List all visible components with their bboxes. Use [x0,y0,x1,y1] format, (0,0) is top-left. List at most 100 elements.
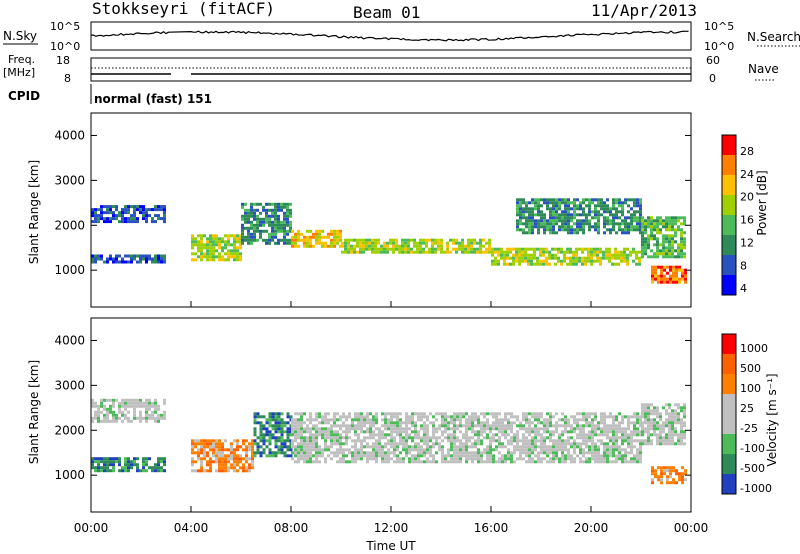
range-gate-cell [531,448,534,451]
range-gate-cell [603,216,606,219]
range-gate-cell [662,421,665,424]
range-gate-cell [462,424,465,427]
range-gate-cell [582,460,585,463]
range-gate-cell [639,460,642,463]
range-gate-cell [630,445,633,448]
range-gate-cell [372,442,375,445]
range-gate-cell [677,436,680,439]
range-gate-cell [671,427,674,430]
range-gate-cell [656,409,659,412]
range-gate-cell [582,210,585,213]
range-gate-cell [336,239,339,242]
range-gate-cell [103,399,106,402]
range-gate-cell [534,439,537,442]
range-gate-cell [291,236,294,239]
range-gate-cell [336,439,339,442]
range-gate-cell [516,418,519,421]
range-gate-cell [278,439,281,442]
range-gate-cell [405,451,408,454]
range-gate-cell [485,242,488,245]
range-gate-cell [615,213,618,216]
range-gate-cell [250,212,253,215]
range-gate-cell [432,424,435,427]
range-gate-cell [624,460,627,463]
range-gate-cell [233,451,236,454]
range-gate-cell [612,430,615,433]
range-gate-cell [603,424,606,427]
range-gate-cell [330,427,333,430]
range-gate-cell [617,257,620,260]
range-gate-cell [507,454,510,457]
range-gate-cell [215,240,218,243]
range-gate-cell [206,451,209,454]
range-gate-cell [470,242,473,245]
range-gate-cell [579,442,582,445]
range-gate-cell [357,457,360,460]
range-gate-cell [564,442,567,445]
range-gate-cell [618,412,621,415]
range-gate-cell [260,421,263,424]
range-gate-cell [447,448,450,451]
range-gate-cell [479,242,482,245]
range-gate-cell [233,469,236,472]
range-gate-cell [576,228,579,231]
range-gate-cell [540,415,543,418]
range-gate-cell [221,255,224,258]
range-gate-cell [106,258,109,261]
range-gate-cell [236,246,239,249]
range-gate-cell [405,448,408,451]
range-gate-cell [567,231,570,234]
range-gate-cell [372,457,375,460]
range-gate-cell [347,239,350,242]
range-gate-cell [366,442,369,445]
sky-right-top-tick: 10^5 [704,20,734,33]
range-gate-cell [330,233,333,236]
range-gate-cell [471,445,474,448]
range-gate-cell [660,269,663,272]
range-gate-cell [423,412,426,415]
range-gate-cell [456,415,459,418]
range-gate-cell [636,430,639,433]
range-gate-cell [456,445,459,448]
range-gate-cell [374,251,377,254]
range-gate-cell [564,201,567,204]
range-gate-cell [435,460,438,463]
range-gate-cell [154,214,157,217]
range-gate-cell [557,260,560,263]
range-gate-cell [263,451,266,454]
range-gate-cell [543,457,546,460]
range-gate-cell [402,457,405,460]
range-gate-cell [531,457,534,460]
range-gate-cell [531,201,534,204]
range-gate-cell [410,251,413,254]
range-gate-cell [251,460,254,463]
range-gate-cell [287,430,290,433]
range-gate-cell [546,222,549,225]
range-gate-cell [576,424,579,427]
range-gate-cell [576,198,579,201]
range-gate-cell [549,457,552,460]
range-gate-cell [402,430,405,433]
range-gate-cell [103,408,106,411]
range-gate-cell [446,251,449,254]
range-gate-cell [651,466,654,469]
range-gate-cell [233,258,236,261]
range-gate-cell [145,211,148,214]
range-gate-cell [239,454,242,457]
range-gate-cell [151,411,154,414]
range-gate-cell [297,412,300,415]
range-gate-cell [668,222,671,225]
range-gate-cell [585,436,588,439]
range-gate-cell [450,442,453,445]
range-gate-cell [241,203,244,206]
range-gate-cell [633,454,636,457]
range-gate-cell [564,460,567,463]
range-gate-cell [495,460,498,463]
range-gate-cell [513,415,516,418]
range-gate-cell [136,399,139,402]
range-gate-cell [516,198,519,201]
range-gate-cell [312,236,315,239]
range-gate-cell [486,451,489,454]
range-gate-cell [209,243,212,246]
range-gate-cell [347,251,350,254]
